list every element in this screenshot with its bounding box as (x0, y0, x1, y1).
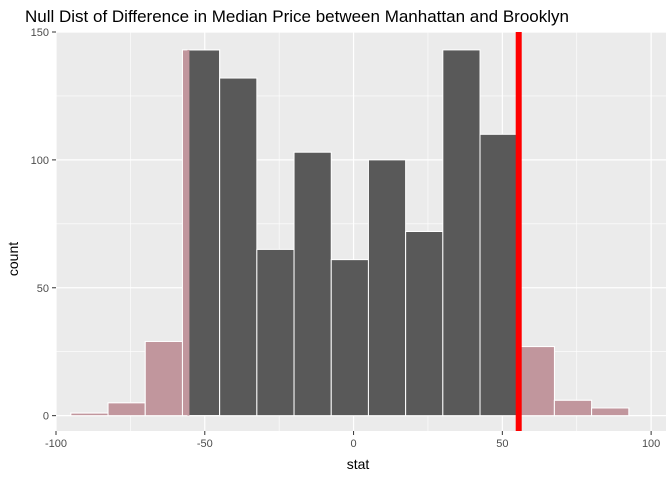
x-tick-label: 50 (496, 438, 508, 450)
histogram-bar-outline (591, 407, 630, 417)
y-axis-ticks: 0 50 100 150 (31, 27, 56, 423)
histogram-bar-shaded (591, 407, 629, 416)
histogram-bar-shaded (182, 49, 189, 416)
histogram-bar (479, 133, 518, 417)
histogram-bar (293, 151, 332, 417)
x-axis-label: stat (347, 456, 370, 472)
x-axis-ticks: -100 -50 0 50 100 (45, 431, 660, 450)
x-tick-label: 0 (350, 438, 356, 450)
histogram-bars (70, 49, 630, 417)
histogram-bar-shaded (554, 400, 592, 416)
x-tick-label: -100 (45, 438, 67, 450)
histogram-bar-shaded (145, 341, 183, 416)
histogram-bar (367, 159, 407, 417)
y-tick-label: 150 (31, 27, 49, 39)
y-tick-label: 100 (31, 155, 49, 167)
chart-title: Null Dist of Difference in Median Price … (25, 7, 569, 26)
histogram-bar-shaded (70, 413, 109, 416)
x-tick-label: 100 (642, 438, 660, 450)
histogram-bar (442, 49, 481, 417)
y-tick-label: 50 (37, 283, 49, 295)
y-axis-label: count (5, 242, 21, 276)
histogram-bar (256, 248, 295, 417)
histogram-bar-shaded (108, 402, 146, 416)
y-tick-label: 0 (43, 411, 49, 423)
histogram-bar-shaded (518, 346, 555, 416)
x-tick-label: -50 (197, 438, 213, 450)
histogram-bar (330, 259, 369, 417)
histogram-bar (405, 231, 444, 417)
histogram-bar (219, 77, 258, 417)
shade-edge (187, 49, 190, 416)
